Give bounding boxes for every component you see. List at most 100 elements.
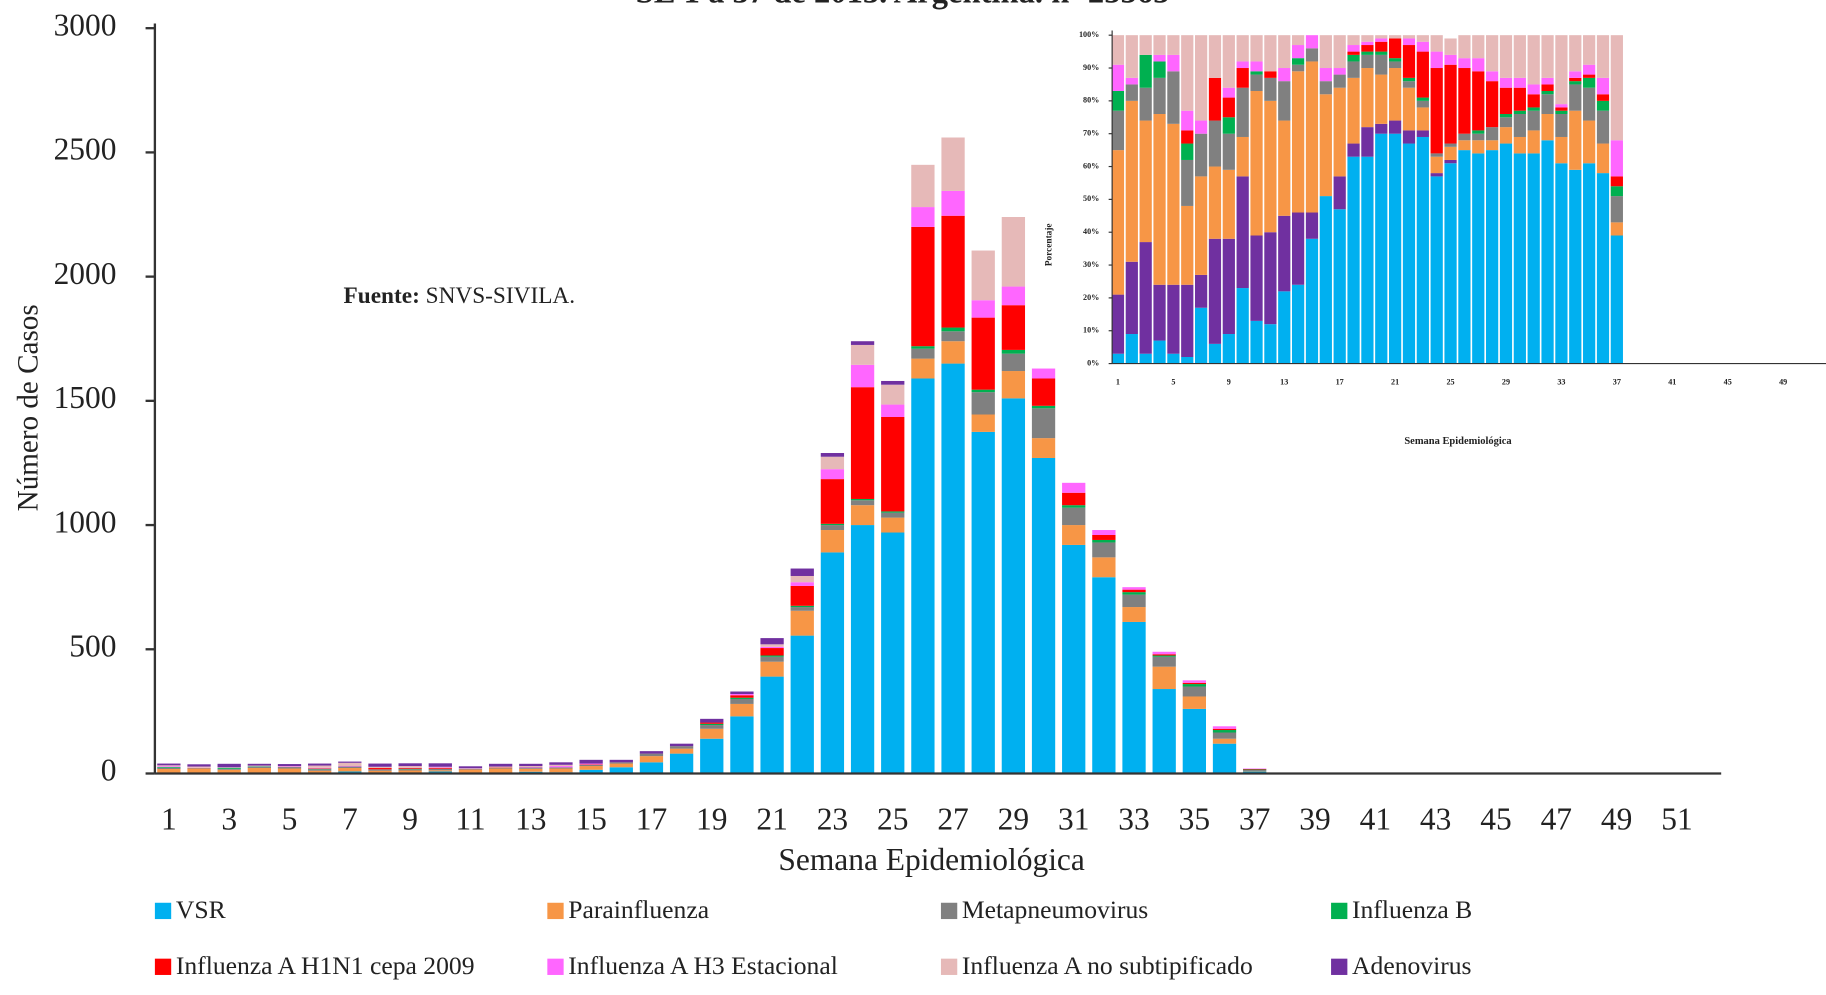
x-tick-label: 5 — [1171, 378, 1175, 387]
bar-segment — [1472, 58, 1485, 72]
bar-segment — [1527, 84, 1540, 95]
bar-segment — [1222, 87, 1235, 98]
x-tick-label: 21 — [756, 801, 787, 836]
bar-segment — [1375, 35, 1388, 39]
bar-segment — [881, 532, 905, 774]
bar-segment — [911, 348, 935, 359]
x-tick-label: 13 — [515, 801, 546, 836]
bar-segment — [1333, 35, 1346, 69]
bar-segment — [1250, 35, 1263, 62]
y-tick-label: 1000 — [54, 504, 117, 539]
bar-segment — [669, 743, 694, 747]
bar-segment — [1416, 41, 1429, 52]
bar-segment — [247, 765, 271, 767]
bar-segment — [1527, 107, 1540, 111]
bar-segment — [1527, 110, 1540, 131]
bar-segment — [1250, 71, 1263, 75]
bar-segment — [1153, 340, 1166, 364]
bar-segment — [1125, 261, 1138, 335]
bar-segment — [1001, 217, 1026, 287]
bar-segment — [1416, 97, 1429, 101]
bar-segment — [760, 676, 784, 774]
inset-x-axis-label: Semana Epidemiológica — [1404, 436, 1512, 447]
bar-segment — [1236, 288, 1249, 364]
bar-segment — [217, 763, 241, 768]
bar-segment — [1444, 163, 1457, 364]
bar-segment — [1389, 68, 1402, 121]
bar-segment — [338, 768, 362, 772]
bar-segment — [881, 512, 905, 518]
chart-title: SE 1 a 37 de 2013. Argentina. n=25565 — [636, 0, 1170, 11]
bar-segment — [1250, 74, 1263, 92]
bar-segment — [1222, 133, 1235, 170]
bar-segment — [1264, 35, 1277, 72]
bar-segment — [1208, 343, 1222, 364]
y-tick-label: 1500 — [54, 380, 117, 415]
bar-segment — [1250, 320, 1263, 364]
bar-segment — [790, 575, 814, 583]
legend-swatch — [154, 902, 172, 920]
y-tick-label: 2500 — [54, 132, 117, 167]
bar-segment — [1152, 655, 1176, 657]
bar-segment — [1596, 100, 1610, 111]
bar-segment — [368, 769, 392, 771]
bar-segment — [1486, 127, 1499, 141]
y-tick-label: 50% — [1083, 194, 1099, 203]
bar-segment — [1305, 212, 1319, 239]
bar-segment — [398, 768, 422, 769]
bar-segment — [1062, 482, 1086, 493]
bar-segment — [1278, 81, 1291, 121]
bar-segment — [730, 691, 754, 694]
bar-segment — [1278, 291, 1291, 364]
bar-segment — [1111, 150, 1125, 295]
bar-segment — [1125, 35, 1138, 78]
bar-segment — [1222, 117, 1235, 134]
bar-segment — [1278, 68, 1291, 82]
bar-segment — [1236, 176, 1249, 289]
bar-segment — [1001, 286, 1026, 306]
bar-segment — [579, 759, 603, 764]
bar-segment — [1031, 457, 1056, 774]
y-tick-label: 10% — [1083, 326, 1099, 335]
bar-segment — [1152, 666, 1176, 690]
bar-segment — [1139, 120, 1152, 243]
bar-segment — [971, 300, 995, 318]
x-tick-label: 7 — [342, 801, 358, 836]
bar-segment — [428, 768, 452, 771]
x-tick-label: 31 — [1058, 801, 1089, 836]
bar-segment — [1212, 743, 1237, 774]
bar-segment — [790, 585, 814, 606]
bar-segment — [1125, 77, 1138, 85]
bar-segment — [881, 380, 905, 385]
bar-segment — [1062, 525, 1086, 545]
x-tick-label: 17 — [636, 801, 667, 836]
bar-segment — [1458, 133, 1471, 141]
bar-segment — [1499, 117, 1513, 128]
bar-segment — [157, 766, 181, 768]
bar-segment — [1236, 35, 1249, 62]
bar-segment — [790, 582, 814, 586]
x-tick-label: 45 — [1724, 378, 1732, 387]
bar-segment — [1458, 140, 1471, 151]
bar-segment — [1486, 150, 1499, 364]
bar-segment — [1610, 176, 1623, 187]
bar-segment — [1153, 77, 1166, 114]
bar-segment — [1167, 284, 1180, 354]
legend-label: Influenza B — [1352, 895, 1472, 924]
bar-segment — [1182, 708, 1206, 774]
bar-segment — [941, 215, 965, 328]
bar-segment — [519, 763, 543, 767]
bar-segment — [1389, 61, 1402, 69]
y-tick-label: 3000 — [54, 7, 117, 42]
bar-segment — [277, 764, 302, 767]
bar-segment — [1092, 577, 1116, 774]
legend-swatch — [1331, 902, 1348, 920]
bar-segment — [1122, 592, 1146, 595]
bar-segment — [1208, 35, 1222, 78]
bar-segment — [760, 648, 784, 656]
bar-segment — [1499, 87, 1513, 114]
bar-segment — [1291, 71, 1305, 213]
bar-segment — [1430, 156, 1443, 174]
bar-segment — [1222, 35, 1235, 88]
bar-segment — [157, 763, 181, 766]
